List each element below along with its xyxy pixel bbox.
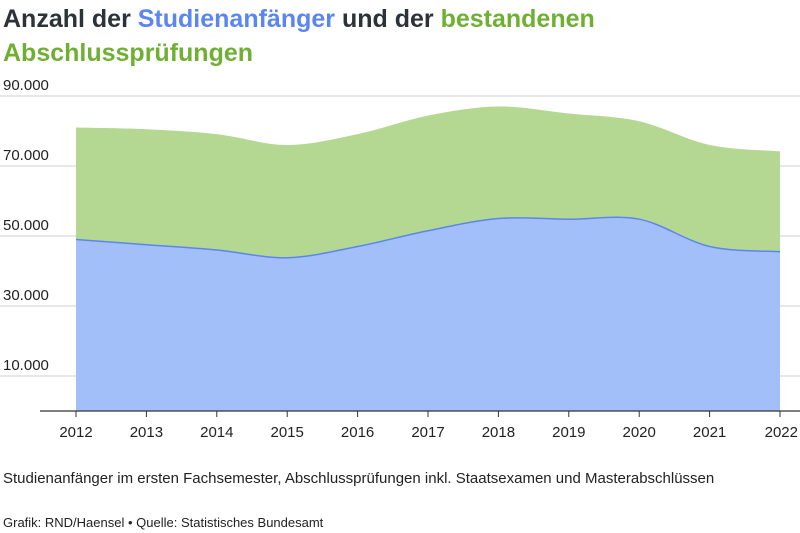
x-tick-label: 2018 [482,424,515,441]
x-tick-label: 2015 [271,424,304,441]
x-tick-label: 2016 [341,424,374,441]
y-tick-label: 50.000 [3,217,49,234]
x-tick-label: 2022 [765,424,798,441]
y-tick-label: 10.000 [3,357,49,374]
x-tick-label: 2021 [693,424,726,441]
chart-credit: Grafik: RND/Haensel • Quelle: Statistisc… [3,515,324,530]
axes: 10.000 30.000 50.000 70.000 90.000 2012 2013 20… [3,77,800,441]
x-tick-label: 2012 [59,424,92,441]
x-tick-label: 2013 [130,424,163,441]
title-studienanfaenger: Studienanfänger [137,5,335,33]
x-tick-label: 2020 [623,424,656,441]
chart-note: Studienanfänger im ersten Fachsemester, … [3,470,715,487]
y-tick-label: 30.000 [3,287,49,304]
series-abschluesse-area [76,106,780,258]
area-series [75,106,781,411]
x-tick-label: 2017 [411,424,444,441]
chart-title: Anzahl der Studienanfänger und der besta… [3,2,793,70]
x-tick-label: 2014 [200,424,233,441]
title-part-1: Anzahl der [3,5,138,33]
x-tick-label: 2019 [552,424,585,441]
series-studienanfaenger-line [75,216,781,259]
title-abschluesse: bestandenen Abschlussprüfungen [3,5,595,67]
area-chart: 10.000 30.000 50.000 70.000 90.000 2012 2013 20… [0,77,800,441]
y-tick-label: 90.000 [3,77,49,94]
y-tick-label: 70.000 [3,147,49,164]
title-part-3: und der [335,5,441,33]
series-studienanfaenger-area [76,217,780,411]
